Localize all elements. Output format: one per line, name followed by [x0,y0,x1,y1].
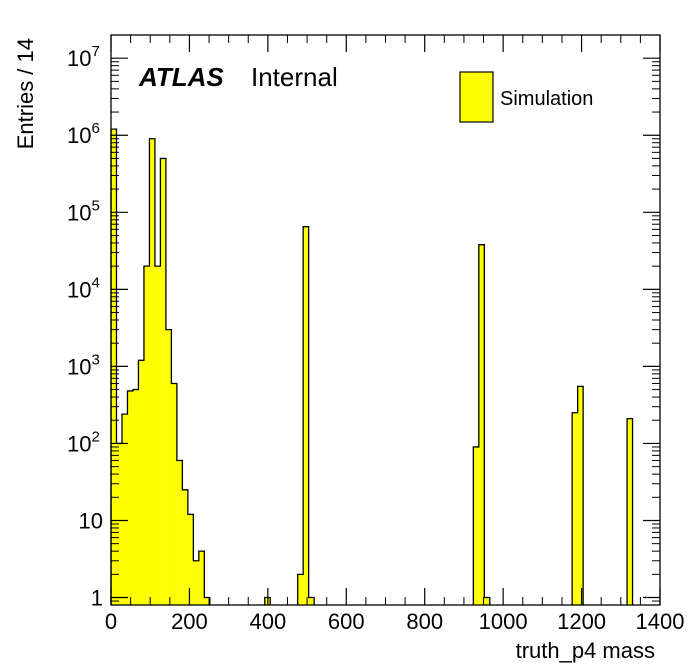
x-tick-label-4: 800 [406,609,443,634]
y-tick-label-0: 1 [91,586,103,611]
histogram-bin-16 [198,551,205,605]
histogram-bin-4 [132,389,139,605]
histogram-bin-8 [154,266,161,605]
x-axis-title: truth_p4 mass [516,638,655,663]
histogram-bin-21 [308,597,315,605]
y-tick-label-2: 102 [67,428,100,456]
legend-swatch [459,71,494,123]
histogram-bin-24 [484,597,490,605]
histogram-bin-19 [297,574,304,605]
y-axis-ticks: 1 10 102 103 104 105 106 107 [67,34,660,611]
histogram-bin-10 [165,329,172,605]
histogram-bin-22 [473,446,479,605]
histogram-bin-7 [149,138,155,605]
atlas-label: ATLAS Internal [138,62,338,92]
histogram-bin-3 [127,390,133,605]
histogram-bin-0 [111,129,117,605]
legend-entry-simulation: Simulation [500,88,593,110]
histogram-bin-6 [143,266,150,605]
histogram-bin-11 [171,383,177,605]
y-tick-label-6: 106 [67,120,100,148]
histogram-bin-20 [303,226,309,605]
histogram-bin-1 [116,443,122,605]
histogram-bin-2 [121,414,128,605]
y-tick-label-1: 10 [79,508,103,533]
x-axis-ticks: 0 200 400 600 800 1000 1200 1400 [105,35,685,634]
atlas-brand-text: ATLAS [138,62,224,92]
y-tick-label-5: 105 [67,197,100,225]
x-tick-label-2: 400 [249,609,286,634]
histogram-bin-13 [182,489,188,605]
x-tick-label-1: 200 [171,609,208,634]
histogram-bin-26 [577,386,584,605]
y-tick-label-3: 103 [67,351,100,379]
histogram-bin-17 [204,597,210,605]
y-tick-label-7: 107 [67,43,100,71]
histogram-bars [111,129,633,606]
atlas-status-text: Internal [251,62,338,92]
x-tick-label-0: 0 [105,609,117,634]
y-axis-title: Entries / 14 [13,38,38,149]
x-tick-label-6: 1200 [557,609,606,634]
histogram-bin-14 [187,514,194,605]
x-tick-label-7: 1400 [636,609,685,634]
histogram-bin-25 [572,412,578,605]
histogram-bin-12 [176,460,183,605]
x-tick-label-3: 600 [328,609,365,634]
histogram-bin-27 [627,418,633,605]
histogram-bin-5 [138,360,144,605]
histogram-bin-15 [193,560,199,605]
histogram-bin-23 [478,244,485,606]
histogram-bin-9 [160,158,166,605]
x-tick-label-5: 1000 [479,609,528,634]
legend: Simulation [459,71,593,123]
y-tick-label-4: 104 [67,274,100,302]
